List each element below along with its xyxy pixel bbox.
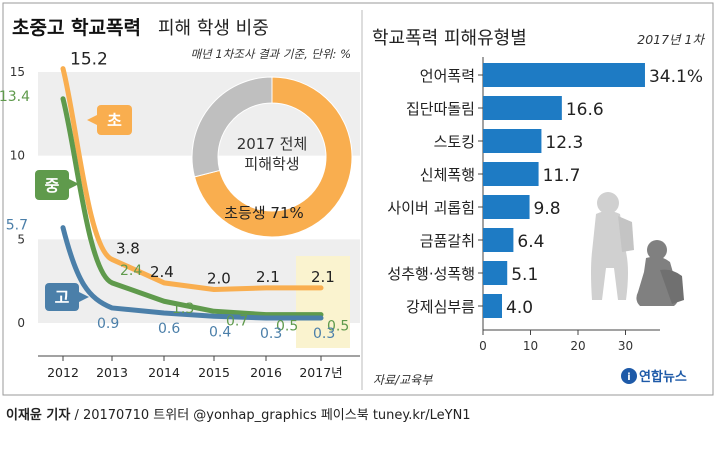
data-label-high: 0.3 (313, 326, 335, 342)
bar-0 (483, 63, 645, 87)
x-tick-label: 2013 (96, 365, 128, 380)
bar-value-label: 34.1% (649, 67, 703, 87)
bar-x-tick-label: 0 (479, 339, 487, 353)
data-label-high: 0.6 (158, 321, 180, 337)
donut-center-title: 피해학생 (244, 155, 299, 173)
chart-title-sub: 피해 학생 비중 (158, 18, 269, 39)
bar-value-label: 16.6 (566, 100, 604, 120)
bar-category-label: 언어폭력 (420, 67, 475, 85)
yonhap-logo: i 연합뉴스 (621, 368, 687, 385)
data-label-high: 0.3 (260, 326, 282, 342)
svg-text:i: i (627, 372, 630, 383)
x-tick-label: 2012 (47, 365, 79, 380)
data-label-elementary: 2.4 (150, 263, 174, 281)
source-note: 자료/교육부 (373, 373, 433, 387)
bar-x-tick-label: 30 (618, 339, 633, 353)
bar-x-tick-label: 20 (570, 339, 585, 353)
svg-text:연합뉴스: 연합뉴스 (639, 369, 687, 385)
data-label-elementary: 2.0 (207, 270, 231, 288)
data-label-elementary: 15.2 (70, 50, 108, 70)
data-label-middle: 13.4 (0, 89, 30, 105)
author-name: 이재윤 기자 (6, 408, 71, 423)
donut-slice-elementary (193, 76, 353, 238)
badge-elementary: 초 (87, 105, 132, 135)
data-label-middle: 2.4 (120, 263, 142, 279)
series-badges: 초중고 (35, 105, 132, 311)
bar-2 (483, 129, 542, 153)
bar-category-label: 집단따돌림 (406, 100, 475, 118)
bar-chart-year-note: 2017년 1차 (637, 32, 705, 47)
data-label-middle: 0.7 (226, 313, 248, 329)
bar-category-label: 스토킹 (434, 133, 475, 151)
data-label-high: 5.7 (6, 218, 28, 234)
y-tick-label: 0 (17, 316, 25, 330)
chart-title: 초중고 학교폭력 (12, 17, 141, 39)
donut-slice-label: 초등생 71% (224, 204, 304, 222)
badge-label: 중 (45, 176, 60, 195)
bar-category-label: 성추행·성폭행 (387, 265, 475, 283)
x-tick-label: 2014 (148, 365, 180, 380)
bar-x-tick-label: 10 (523, 339, 538, 353)
x-tick-label: 2016 (250, 365, 282, 380)
crouching-child-icon (636, 240, 684, 306)
bar-value-label: 12.3 (545, 133, 583, 153)
child-silhouette-icon (591, 192, 634, 300)
y-tick-label: 15 (10, 65, 25, 79)
badge-middle: 중 (35, 170, 79, 200)
data-label-middle: 1.3 (172, 301, 194, 317)
bar-category-label: 강제심부름 (406, 298, 475, 316)
data-label-high: 0.9 (97, 316, 119, 332)
data-label-elementary: 2.1 (256, 268, 280, 286)
data-label-middle: 0.5 (327, 319, 349, 335)
x-tick-label: 2015 (198, 365, 230, 380)
bar-chart: 0 10 20 30 언어폭력 34.1% 집단따돌림 16.6 스토킹 12.3 신체폭행 11.7… (387, 57, 703, 353)
y-tick-label: 5 (17, 232, 25, 246)
bar-category-label: 신체폭행 (420, 166, 475, 184)
bar-3 (483, 162, 539, 186)
series-line-elementary (60, 66, 324, 293)
credit-details: / 20170710 트위터 @yonhap_graphics 페이스북 tun… (70, 408, 471, 423)
data-label-elementary: 2.1 (311, 268, 335, 286)
badge-label: 초 (107, 111, 122, 130)
data-label-high: 0.4 (209, 324, 231, 340)
line-chart-data-labels: 15.2 3.8 2.4 2.0 2.1 2.1 13.4 2.4 1.3 0.7 0.5 0.5 5.… (0, 50, 349, 342)
bar-5 (483, 228, 514, 252)
chart-subtitle: 매년 1차조사 결과 기준, 단위: % (191, 47, 351, 61)
bar-chart-title: 학교폭력 피해유형별 (372, 28, 527, 49)
x-tick-label: 2017년 (299, 365, 342, 380)
data-label-middle: 0.5 (276, 319, 298, 335)
badge-label: 고 (55, 288, 70, 307)
series-line-high (60, 225, 324, 321)
donut-center-title: 2017 전체 (237, 135, 308, 153)
line-chart-axes: 0 5 10 15 2012 2013 2014 2015 2016 2017년 (10, 65, 360, 380)
bar-7 (483, 294, 502, 318)
data-label-elementary: 3.8 (116, 239, 140, 257)
highlight-2017 (296, 256, 350, 348)
bar-value-label: 4.0 (506, 298, 533, 318)
bar-1 (483, 96, 562, 120)
badge-high: 고 (45, 283, 89, 311)
bar-value-label: 6.4 (517, 232, 544, 252)
bar-category-label: 사이버 괴롭힘 (387, 199, 475, 217)
infographic-canvas: 초중고 학교폭력 피해 학생 비중 매년 1차조사 결과 기준, 단위: % 0… (0, 2, 714, 396)
series-line-middle (60, 96, 324, 318)
bar-6 (483, 261, 508, 285)
donut-slice-other (191, 76, 273, 178)
bar-value-label: 11.7 (543, 166, 581, 186)
line-chart-series (60, 66, 324, 321)
credit-line: 이재윤 기자 / 20170710 트위터 @yonhap_graphics 페… (6, 404, 471, 423)
bar-4 (483, 195, 530, 219)
bar-category-label: 금품갈취 (420, 232, 475, 250)
bar-value-label: 9.8 (534, 199, 561, 219)
y-tick-label: 10 (10, 149, 25, 163)
bar-value-label: 5.1 (511, 265, 538, 285)
